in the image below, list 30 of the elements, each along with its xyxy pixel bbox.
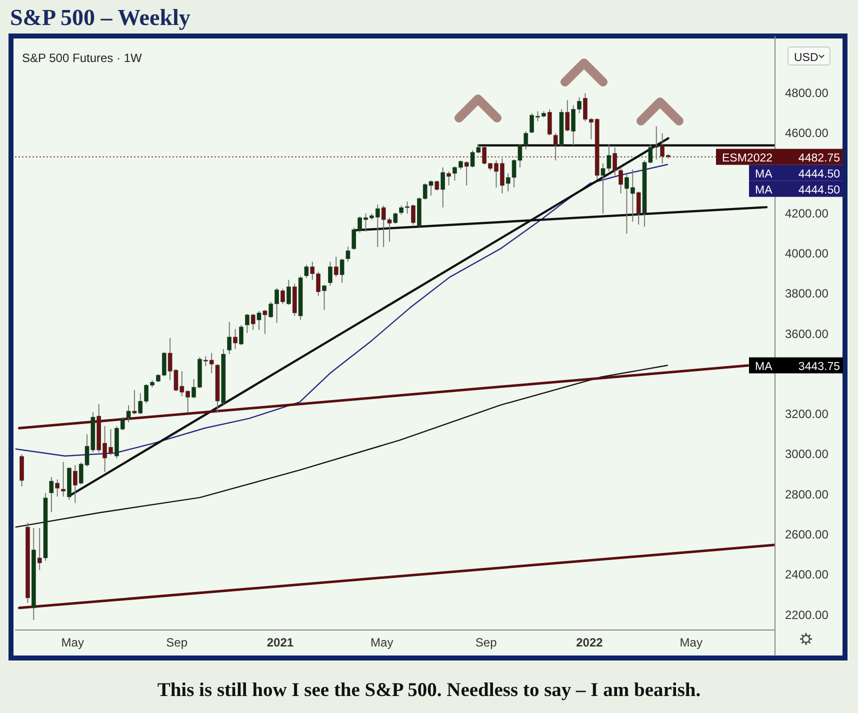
y-tick-label: 4200.00 [785,206,829,220]
text: This is still how I see the S&P 500. Needless to say – I am bearish. [157,680,701,701]
x-tick-label: May [61,636,84,650]
chart-title: S&P 500 – Weekly [10,5,191,30]
line-series [15,164,668,457]
y-tick-label: 2800.00 [785,487,829,502]
y-tick-label: 4000.00 [785,246,829,261]
y-tick-label: 2400.00 [785,568,829,582]
y-tick-label: 3800.00 [785,286,829,301]
y-tick-label: 3000.00 [785,447,829,462]
text: MA 3443.75 [755,360,840,373]
y-tick-label: 4800.00 [785,86,829,100]
y-tick-label: 3600.00 [785,326,829,341]
x-tick-label: 2022 [576,636,604,650]
candlestick [346,246,350,262]
text: MA 4444.50 [755,184,840,196]
x-tick-label: Sep [166,636,188,650]
y-tick-label: 2200.00 [785,608,829,622]
y-tick-label: 4600.00 [785,126,829,140]
x-tick-label: May [370,636,394,650]
text: MA 4444.50 [755,168,840,180]
x-tick-label: 2021 [266,636,294,650]
text: USD [794,52,818,64]
y-tick-label: 2600.00 [785,528,829,542]
y-tick-label: 3200.00 [785,407,829,422]
x-tick-label: Sep [475,636,498,650]
line-series [15,364,668,528]
text: S&P 500 Futures · 1W [22,51,143,65]
text: ESM2022 4482.75 [722,152,840,164]
x-tick-label: May [680,636,702,650]
